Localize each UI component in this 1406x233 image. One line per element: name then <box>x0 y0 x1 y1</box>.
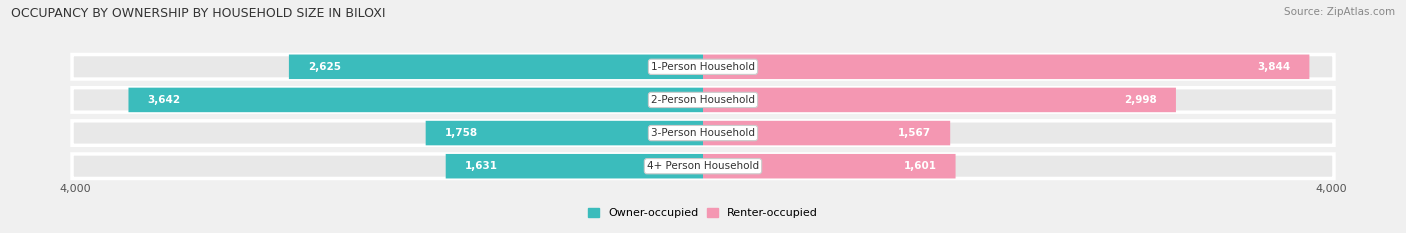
Text: 2,998: 2,998 <box>1125 95 1157 105</box>
FancyBboxPatch shape <box>72 154 1334 178</box>
Text: 1,601: 1,601 <box>904 161 936 171</box>
Text: 3,844: 3,844 <box>1257 62 1291 72</box>
Text: 1,631: 1,631 <box>464 161 498 171</box>
FancyBboxPatch shape <box>446 154 703 178</box>
FancyBboxPatch shape <box>72 88 1334 112</box>
FancyBboxPatch shape <box>703 121 950 145</box>
Text: 2,625: 2,625 <box>308 62 340 72</box>
Text: Source: ZipAtlas.com: Source: ZipAtlas.com <box>1284 7 1395 17</box>
Text: 2-Person Household: 2-Person Household <box>651 95 755 105</box>
Text: 3-Person Household: 3-Person Household <box>651 128 755 138</box>
FancyBboxPatch shape <box>72 55 1334 79</box>
Text: 1,567: 1,567 <box>898 128 931 138</box>
Text: 1-Person Household: 1-Person Household <box>651 62 755 72</box>
Legend: Owner-occupied, Renter-occupied: Owner-occupied, Renter-occupied <box>588 208 818 218</box>
Text: 3,642: 3,642 <box>148 95 180 105</box>
FancyBboxPatch shape <box>288 55 703 79</box>
FancyBboxPatch shape <box>703 154 956 178</box>
FancyBboxPatch shape <box>128 88 703 112</box>
FancyBboxPatch shape <box>426 121 703 145</box>
FancyBboxPatch shape <box>703 88 1175 112</box>
Text: 4+ Person Household: 4+ Person Household <box>647 161 759 171</box>
Text: OCCUPANCY BY OWNERSHIP BY HOUSEHOLD SIZE IN BILOXI: OCCUPANCY BY OWNERSHIP BY HOUSEHOLD SIZE… <box>11 7 385 20</box>
Text: 4,000: 4,000 <box>59 184 91 194</box>
FancyBboxPatch shape <box>703 55 1309 79</box>
Text: 4,000: 4,000 <box>1315 184 1347 194</box>
FancyBboxPatch shape <box>72 121 1334 145</box>
Text: 1,758: 1,758 <box>444 128 478 138</box>
